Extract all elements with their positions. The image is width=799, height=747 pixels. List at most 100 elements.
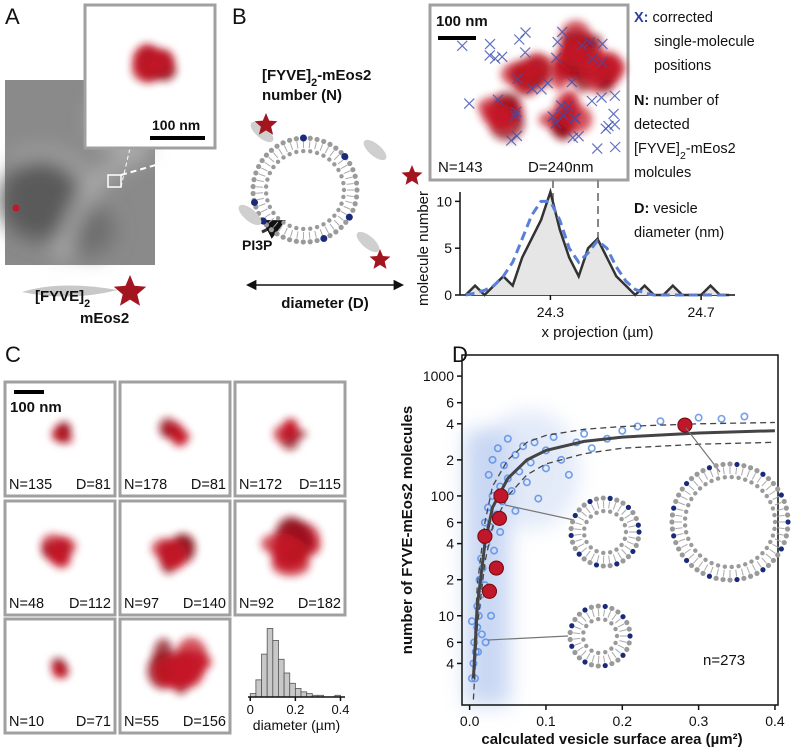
lipid-head <box>770 480 777 487</box>
lipid-tail <box>698 476 704 483</box>
lipid-tail <box>684 490 691 496</box>
blob-part <box>171 434 183 445</box>
lipid-head <box>609 621 614 626</box>
lipid-head <box>341 194 346 200</box>
position-cross <box>556 26 568 38</box>
lipid-tail <box>678 502 686 506</box>
data-point <box>534 494 543 503</box>
lipid-head <box>697 553 703 558</box>
x-tick-label: 0.4 <box>331 702 349 717</box>
lipid-head <box>722 475 728 480</box>
hist-bar <box>266 628 274 698</box>
lipid-head <box>588 662 594 668</box>
lipid-tail <box>345 176 353 180</box>
lipid-tail <box>688 553 695 559</box>
position-cross <box>584 37 596 48</box>
lipid-tail <box>703 473 709 480</box>
x-tick-label: 0 <box>247 702 254 717</box>
lipid-tail <box>617 623 625 628</box>
scale-bar-label: 100 nm <box>10 399 62 416</box>
lipid-head <box>614 512 619 517</box>
lipid-head <box>301 226 306 232</box>
lipid-head <box>280 140 286 146</box>
red-spot <box>12 204 20 212</box>
lipid-head <box>706 573 713 579</box>
pi3p-head <box>259 217 267 225</box>
y-tick-label: 4 <box>446 536 454 552</box>
lipid-tail <box>333 154 340 161</box>
lipid-head <box>595 663 601 669</box>
y-tick-label: 4 <box>446 416 454 432</box>
lipid-tail <box>735 569 738 577</box>
lipid-head <box>353 180 360 186</box>
y-tick-label: 100 <box>431 488 455 504</box>
pi3p-head <box>345 213 353 221</box>
pi3p-head <box>320 234 328 242</box>
lipid-head <box>607 563 613 569</box>
lipid-head <box>694 567 700 573</box>
data-point <box>481 638 490 647</box>
y-tick-label: 0 <box>444 287 452 303</box>
tile-n-label: N=92 <box>239 596 274 612</box>
lipid-tail <box>575 538 583 542</box>
lipid-head <box>747 465 754 471</box>
lipid-tail <box>586 653 591 660</box>
lipid-tail <box>614 618 622 624</box>
lipid-head <box>770 506 776 511</box>
lipid-head <box>584 539 589 545</box>
x-tick-label: 0.1 <box>536 713 556 729</box>
lipid-tail <box>681 543 688 549</box>
lipid-tail <box>314 142 317 150</box>
lipid-head <box>676 546 682 552</box>
lipid-head <box>267 170 273 176</box>
x-axis-label: calculated vesicle surface area (µm²) <box>481 731 742 747</box>
localization-blob <box>273 418 307 450</box>
hist-bar <box>289 682 296 698</box>
lipid-tail <box>611 651 617 658</box>
lipid-head <box>314 237 320 244</box>
lipid-tail <box>772 543 779 549</box>
lipid-head <box>620 558 626 564</box>
lipid-tail <box>612 502 617 510</box>
lipid-head <box>625 504 632 510</box>
localization-blob <box>131 43 177 83</box>
lipid-head <box>286 137 293 143</box>
lipid-head <box>280 234 286 240</box>
data-point <box>740 412 749 421</box>
tile-d-label: D=71 <box>76 714 111 730</box>
position-cross <box>596 57 608 68</box>
lipid-tail <box>340 210 348 216</box>
lipid-head <box>596 650 601 656</box>
lipid-head <box>736 563 741 569</box>
data-point <box>694 413 703 422</box>
lipid-tail <box>769 490 776 496</box>
lipid-tail <box>772 495 779 501</box>
lipid-tail <box>765 485 772 491</box>
position-cross <box>576 39 588 51</box>
data-point <box>484 470 493 479</box>
position-cross <box>496 51 508 63</box>
lipid-tail <box>617 552 622 559</box>
lipid-head <box>600 563 606 569</box>
data-point <box>557 455 566 464</box>
lipid-head <box>294 225 299 231</box>
lipid-head <box>709 560 714 566</box>
position-cross <box>520 27 531 39</box>
y-tick-label: 2 <box>446 452 454 468</box>
annotation: n=273 <box>703 652 745 669</box>
tile-n-label: N=10 <box>9 714 44 730</box>
y-tick-label: 4 <box>446 655 454 671</box>
y-tick-label: 2 <box>446 572 454 588</box>
lipid-head <box>781 498 787 505</box>
data-point <box>487 611 496 620</box>
lipid-head <box>760 471 766 477</box>
localization-blob <box>40 533 77 569</box>
lipid-tail <box>575 522 583 526</box>
lipid-tail <box>774 538 782 542</box>
fyve-domain <box>356 231 380 253</box>
lipid-head <box>636 529 642 535</box>
tile-n-label: N=178 <box>124 477 167 493</box>
position-cross <box>510 106 522 118</box>
lipid-tail <box>345 200 353 204</box>
legend-key: N: <box>634 93 649 109</box>
